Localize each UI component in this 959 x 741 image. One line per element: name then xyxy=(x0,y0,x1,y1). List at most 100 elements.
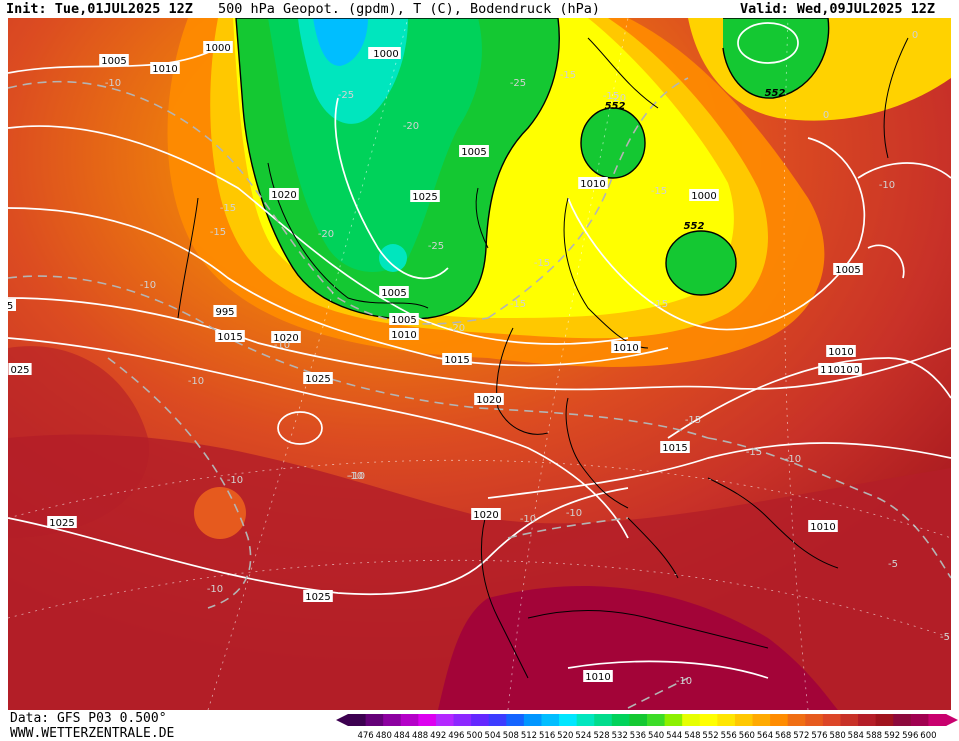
legend-swatch xyxy=(875,714,894,726)
pressure-label: 1000 xyxy=(371,47,401,60)
temperature-label: -15 xyxy=(652,299,668,310)
svg-text:1025: 1025 xyxy=(49,518,74,529)
pressure-label: 1025 xyxy=(410,190,440,203)
svg-text:-15: -15 xyxy=(651,186,667,197)
temperature-label: -15 xyxy=(220,203,236,214)
legend-tick-label: 560 xyxy=(739,731,755,740)
legend-tick-label: 476 xyxy=(357,731,373,740)
graticule xyxy=(8,18,951,710)
map-labels: 1000 1005 1010 1015 1020 1025 1005 1000 995 1005 1… xyxy=(8,30,950,687)
warm-cell-west xyxy=(194,487,246,539)
svg-text:1010: 1010 xyxy=(828,347,853,358)
svg-text:-15: -15 xyxy=(534,258,550,269)
warm-cell-atlantic xyxy=(8,346,149,538)
pressure-label: 1010 xyxy=(825,363,855,376)
pressure-label: 1005 xyxy=(379,286,409,299)
temperature-label: -10 xyxy=(349,471,365,482)
pressure-label: 1020 xyxy=(271,331,301,344)
svg-text:025: 025 xyxy=(10,365,29,376)
pressure-label: 1010 xyxy=(808,520,838,533)
pressure-label: 1025 xyxy=(47,516,77,529)
map-canvas: 1000 1005 1010 1015 1020 1025 1005 1000 995 1005 1… xyxy=(8,18,951,710)
legend-tick-label: 568 xyxy=(775,731,791,740)
legend-swatch xyxy=(682,714,701,726)
temperature-label: -10 xyxy=(676,676,692,687)
legend-swatch xyxy=(471,714,490,726)
pressure-label: 1015 xyxy=(215,330,245,343)
temperature-label: -10 xyxy=(520,514,536,525)
color-legend: 476 480 484 488 492 496 500 504 508 512 516 520 524 5… xyxy=(336,714,958,740)
pressure-label: 1015 xyxy=(442,353,472,366)
legend-tick-label: 596 xyxy=(902,731,918,740)
legend-tick-label: 572 xyxy=(793,731,809,740)
svg-text:1010: 1010 xyxy=(152,64,177,75)
svg-text:-10: -10 xyxy=(274,340,290,351)
svg-text:-10: -10 xyxy=(188,376,204,387)
legend-tick-label: 536 xyxy=(630,731,646,740)
svg-text:-25: -25 xyxy=(428,241,444,252)
temperature-label: -15 xyxy=(746,447,762,458)
legend-tick-label: 488 xyxy=(412,731,428,740)
svg-text:1015: 1015 xyxy=(217,332,242,343)
pressure-label: 1005 xyxy=(99,54,129,67)
legend-tick-label: 556 xyxy=(721,731,737,740)
website-label: WWW.WETTERZENTRALE.DE xyxy=(10,726,175,741)
svg-text:552: 552 xyxy=(765,88,786,99)
legend-swatch xyxy=(435,714,455,726)
legend-swatch xyxy=(365,714,384,726)
svg-text:1000: 1000 xyxy=(205,43,230,54)
data-source-label: Data: GFS P03 0.500° xyxy=(10,711,167,726)
temperature-label: -15 xyxy=(534,258,550,269)
legend-tick-label: 484 xyxy=(394,731,410,740)
svg-text:1005: 1005 xyxy=(101,56,126,67)
legend-swatch xyxy=(822,714,841,726)
legend-tick-label: 524 xyxy=(575,731,591,740)
svg-text:-15: -15 xyxy=(210,227,226,238)
svg-text:-10: -10 xyxy=(785,454,801,465)
temperature-label: -10 xyxy=(207,584,223,595)
pressure-label: 1015 xyxy=(660,441,690,454)
svg-text:995: 995 xyxy=(215,307,234,318)
legend-tick-label: 592 xyxy=(884,731,900,740)
temperature-label: -10 xyxy=(274,340,290,351)
hot-core-africa xyxy=(438,586,838,710)
legend-tick-label: 552 xyxy=(702,731,718,740)
svg-text:-5: -5 xyxy=(940,632,950,643)
legend-swatch xyxy=(629,714,648,726)
legend-tick-label: 532 xyxy=(612,731,628,740)
svg-text:1010: 1010 xyxy=(391,330,416,341)
pressure-label: 1010 xyxy=(611,341,641,354)
temperature-label: -15 xyxy=(685,415,701,426)
svg-text:1005: 1005 xyxy=(835,265,860,276)
svg-text:-10: -10 xyxy=(207,584,223,595)
svg-text:1010: 1010 xyxy=(613,343,638,354)
pressure-label: 1010 xyxy=(826,345,856,358)
temperature-label: -5 xyxy=(940,632,950,643)
legend-tick-label: 496 xyxy=(448,731,464,740)
legend-tick-label: 580 xyxy=(830,731,846,740)
legend-arrow-left xyxy=(336,714,348,726)
isotherm-lines xyxy=(8,77,951,709)
svg-text:1020: 1020 xyxy=(476,395,501,406)
legend-swatch xyxy=(541,714,560,726)
svg-text:-25: -25 xyxy=(510,78,526,89)
svg-text:-15: -15 xyxy=(510,299,526,310)
svg-text:-15: -15 xyxy=(652,299,668,310)
low-barents xyxy=(723,18,829,99)
pressure-label: 025 xyxy=(8,363,32,376)
temperature-label: -10 xyxy=(188,376,204,387)
legend-tick-label: 520 xyxy=(557,731,573,740)
temperature-label: -10 xyxy=(105,78,121,89)
pressure-label: 1025 xyxy=(303,372,333,385)
legend-swatch xyxy=(523,714,542,726)
temperature-label: -20 xyxy=(318,229,334,240)
coastlines xyxy=(177,37,909,679)
svg-text:1025: 1025 xyxy=(412,192,437,203)
svg-text:1020: 1020 xyxy=(473,510,498,521)
legend-tick-label: 500 xyxy=(466,731,482,740)
svg-text:-10: -10 xyxy=(347,471,363,482)
legend-swatch xyxy=(576,714,595,726)
legend-tick-label: 588 xyxy=(866,731,882,740)
temperature-label: -5 xyxy=(888,559,898,570)
